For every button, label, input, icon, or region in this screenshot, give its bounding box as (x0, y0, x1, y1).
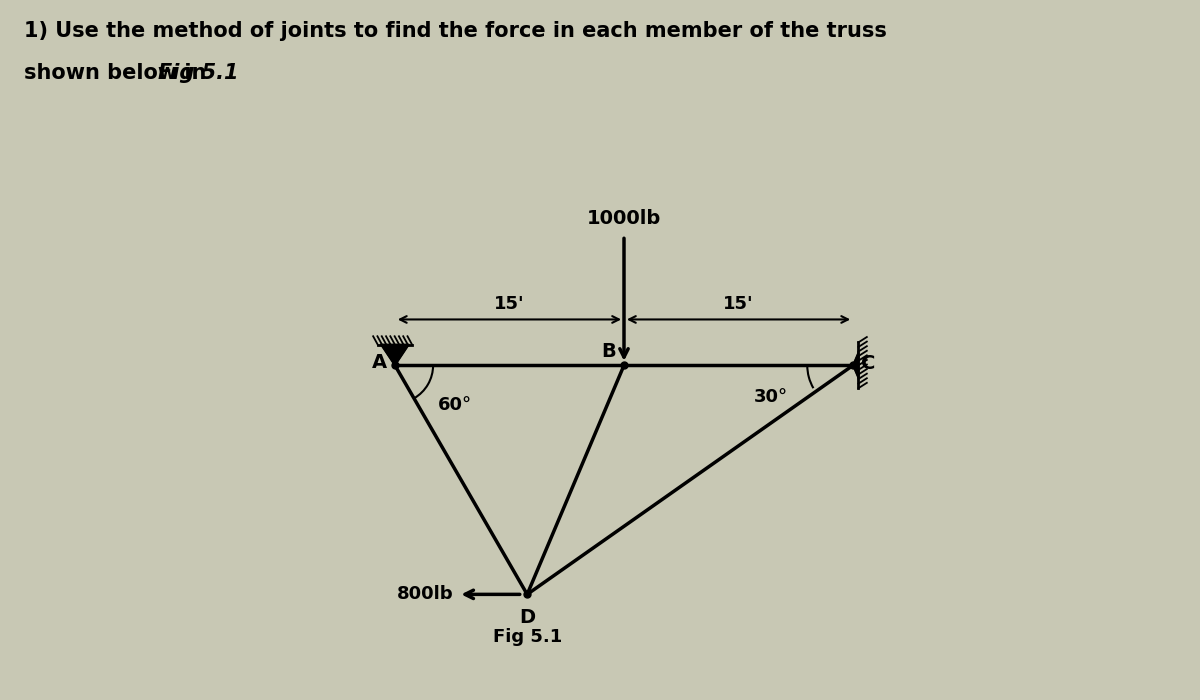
Polygon shape (382, 344, 409, 365)
Text: 60°: 60° (438, 395, 472, 414)
Text: D: D (520, 608, 535, 627)
Text: Fig 5.1: Fig 5.1 (492, 628, 562, 646)
Text: 1000lb: 1000lb (587, 209, 661, 228)
Text: A: A (372, 354, 388, 372)
Text: B: B (601, 342, 617, 360)
Text: shown below in: shown below in (24, 63, 214, 83)
Text: C: C (862, 354, 876, 373)
Text: 30°: 30° (754, 389, 788, 406)
Text: 1) Use the method of joints to find the force in each member of the truss: 1) Use the method of joints to find the … (24, 21, 887, 41)
Text: 15': 15' (494, 295, 524, 314)
Polygon shape (853, 353, 858, 378)
Text: 800lb: 800lb (397, 585, 454, 603)
Text: 15': 15' (724, 295, 754, 314)
Text: Fig 5.1: Fig 5.1 (158, 63, 239, 83)
